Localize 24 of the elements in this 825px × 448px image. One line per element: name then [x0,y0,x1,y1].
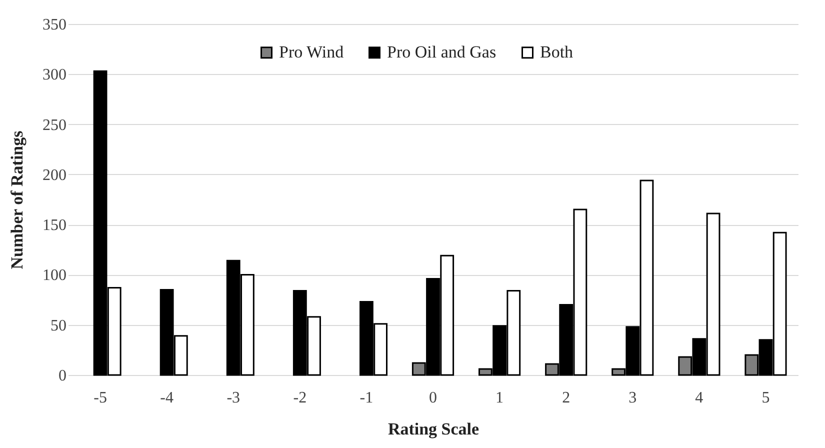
y-tick-label: 100 [42,267,66,284]
x-tick-label: 4 [695,390,704,406]
x-tick-label: 3 [628,390,637,406]
y-tick-label: 350 [42,16,66,34]
x-tick-label: -4 [160,390,174,406]
x-tick-label: 2 [562,390,570,406]
y-axis-title: Number of Ratings [8,130,26,270]
x-tick-label: -3 [226,390,240,406]
y-tick-label: 150 [42,217,66,234]
y-tick-label: 50 [50,317,66,334]
x-tick-label: 0 [429,390,437,406]
x-tick-label: -1 [360,390,374,406]
legend-label: Both [540,42,574,62]
legend-label: Pro Oil and Gas [387,42,496,62]
x-tick-label: 1 [496,390,504,406]
y-tick-label: 300 [42,66,66,84]
y-tick-label: 200 [42,166,66,184]
x-tick-label: 5 [762,390,770,406]
x-tick-label: -5 [94,390,107,406]
x-tick-label: -2 [293,390,307,406]
y-tick-label: 0 [58,368,66,384]
legend-label: Pro Wind [279,42,344,62]
y-tick-label: 250 [42,116,66,134]
x-axis-title: Rating Scale [388,420,480,438]
